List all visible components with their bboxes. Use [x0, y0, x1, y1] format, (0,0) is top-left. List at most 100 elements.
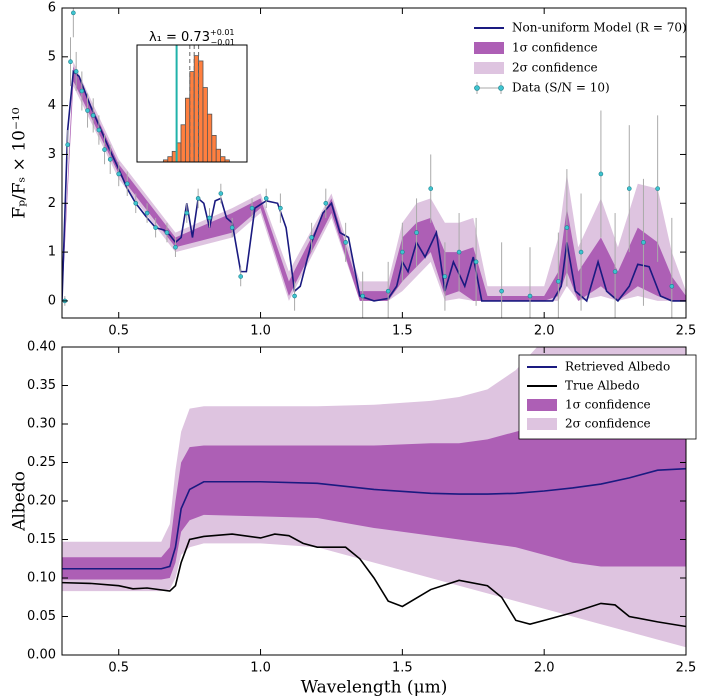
legend-swatch — [527, 418, 557, 430]
y-tick-label: 0.35 — [27, 378, 56, 393]
x-tick-label: 2.0 — [534, 661, 555, 676]
line — [62, 533, 686, 628]
data-point — [641, 240, 646, 245]
y-tick-label: 1 — [48, 245, 56, 260]
legend-label: True Albedo — [565, 379, 640, 393]
y-tick-label: 0.40 — [27, 340, 56, 355]
confidence-band — [62, 61, 686, 301]
y-axis-label: Fₚ/Fₛ × 10⁻¹⁰ — [10, 107, 30, 218]
x-tick-label: 2.5 — [676, 661, 697, 676]
data-point — [598, 171, 604, 177]
legend-swatch — [527, 399, 557, 411]
data-point — [184, 210, 190, 216]
y-tick-label: 0 — [48, 293, 56, 308]
legend-label: Retrieved Albedo — [565, 360, 670, 374]
data-point — [414, 230, 419, 235]
y-tick-label: 0.05 — [27, 609, 56, 624]
data-point — [238, 274, 243, 279]
inset-title-main: λ₁ = 0.73 — [149, 30, 210, 45]
legend-swatch — [474, 42, 504, 54]
y-tick-label: 6 — [48, 1, 56, 16]
y-tick-label: 0.00 — [27, 648, 56, 663]
data-point — [669, 283, 675, 289]
x-axis-label: Wavelength (μm) — [301, 678, 448, 698]
data-point — [116, 171, 122, 177]
y-tick-label: 2 — [48, 196, 56, 211]
data-point — [195, 196, 201, 201]
data-point — [400, 249, 405, 255]
legend-label: 2σ confidence — [565, 417, 651, 431]
y-tick-label: 5 — [48, 49, 56, 64]
data-point — [124, 181, 130, 187]
data-point — [292, 293, 297, 299]
data-point — [107, 157, 113, 162]
x-tick-label: 1.0 — [250, 324, 271, 339]
data-point — [385, 288, 391, 294]
legend-swatch — [474, 85, 480, 91]
y-tick-label: 0.25 — [27, 455, 56, 470]
y-tick-label: 4 — [48, 98, 56, 113]
data-point — [564, 225, 570, 230]
data-point — [207, 215, 212, 221]
data-point — [73, 69, 79, 74]
x-tick-label: 0.5 — [108, 661, 129, 676]
legend-swatch — [498, 85, 504, 91]
data-point — [428, 186, 434, 191]
histogram-bar — [180, 124, 186, 162]
data-point — [79, 88, 85, 94]
data-point — [309, 235, 314, 240]
data-point — [263, 196, 269, 201]
histogram-bar — [198, 60, 204, 162]
y-tick-label: 3 — [48, 147, 56, 162]
data-point — [96, 127, 102, 133]
data-point — [144, 210, 150, 216]
confidence-band — [62, 66, 686, 301]
histogram-bar — [202, 87, 208, 162]
plot-area — [137, 45, 247, 162]
legend-label: 1σ confidence — [565, 398, 651, 412]
y-tick-label: 0.10 — [27, 571, 56, 586]
histogram-bar — [211, 135, 217, 162]
x-tick-label: 1.0 — [250, 661, 271, 676]
data-point — [229, 225, 235, 230]
data-point — [612, 269, 618, 274]
x-tick-label: 0.5 — [108, 324, 129, 339]
data-point — [278, 205, 283, 211]
data-point — [68, 59, 73, 65]
x-tick-label: 2.5 — [676, 324, 697, 339]
data-point — [456, 249, 462, 255]
line — [62, 467, 686, 570]
data-point — [556, 279, 561, 284]
plot-area — [62, 347, 686, 655]
data-point — [164, 230, 170, 235]
data-point — [218, 191, 224, 196]
data-point — [527, 293, 533, 299]
inset-title-sub: −0.01 — [211, 38, 236, 47]
data-point — [473, 259, 479, 265]
data-point — [442, 274, 448, 279]
y-axis-label: Albedo — [10, 471, 30, 532]
histogram-bar — [184, 97, 191, 162]
inset-title: λ₁ = 0.73+0.01 −0.01 — [149, 28, 235, 47]
plot-frame — [136, 44, 248, 163]
y-tick-label: 0.30 — [27, 417, 56, 432]
data-point — [133, 200, 139, 206]
data-point — [90, 113, 96, 118]
inset-title-sup: +0.01 — [210, 28, 235, 37]
data-point — [499, 288, 504, 294]
data-point — [153, 225, 158, 230]
data-point — [323, 200, 329, 206]
histogram-bar — [206, 113, 213, 162]
legend-label: 1σ confidence — [512, 41, 598, 55]
data-point — [655, 186, 660, 191]
histogram-bar — [193, 55, 199, 162]
data-point — [626, 186, 632, 191]
histogram-bar — [215, 148, 221, 162]
y-tick-label: 0.15 — [27, 532, 56, 547]
data-point — [173, 244, 178, 250]
data-point — [65, 142, 70, 147]
histogram-bar — [167, 156, 173, 162]
data-point — [102, 147, 107, 152]
x-tick-label: 1.5 — [392, 324, 413, 339]
legend-label: 2σ confidence — [512, 61, 598, 75]
